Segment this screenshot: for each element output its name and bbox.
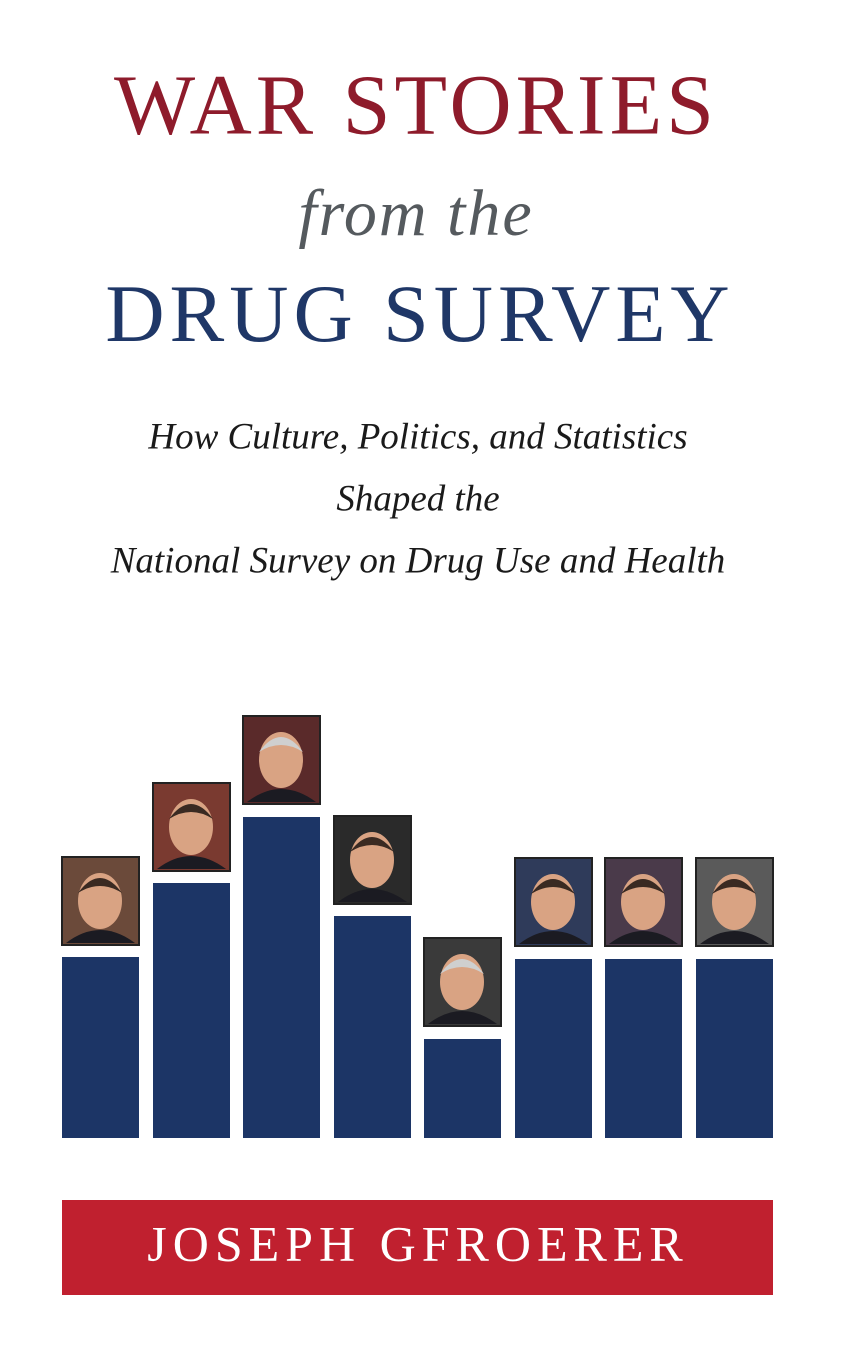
portrait-hair bbox=[259, 737, 303, 752]
portrait-hair bbox=[169, 804, 213, 819]
portrait-hair bbox=[621, 879, 665, 894]
bar bbox=[424, 1039, 501, 1138]
portrait-suit bbox=[338, 889, 407, 902]
title-line: DRUG SURVEY bbox=[105, 268, 734, 359]
author-name: JOSEPH GFROERER bbox=[147, 1215, 689, 1271]
portrait-suit bbox=[609, 931, 678, 944]
portrait-suit bbox=[428, 1011, 497, 1024]
portrait-suit bbox=[519, 931, 588, 944]
decorative-bars bbox=[62, 817, 773, 1138]
bar bbox=[515, 959, 592, 1138]
author-banner bbox=[62, 1200, 773, 1295]
portraits bbox=[61, 715, 774, 1027]
portrait-suit bbox=[247, 789, 316, 802]
portrait-suit bbox=[157, 856, 226, 869]
bar bbox=[696, 959, 773, 1138]
subtitle-line: How Culture, Politics, and Statistics bbox=[147, 416, 687, 457]
subtitle-line: Shaped the bbox=[336, 478, 499, 519]
portrait-hair bbox=[440, 959, 484, 974]
bar bbox=[605, 959, 682, 1138]
portrait-suit bbox=[700, 931, 769, 944]
portrait-hair bbox=[531, 879, 575, 894]
portrait-hair bbox=[712, 879, 756, 894]
title-line: from the bbox=[298, 177, 533, 250]
bar bbox=[62, 957, 139, 1138]
portrait-suit bbox=[66, 930, 135, 943]
portrait-hair bbox=[350, 837, 394, 852]
subtitle-line: National Survey on Drug Use and Health bbox=[110, 540, 726, 581]
bar bbox=[153, 883, 230, 1138]
portrait-hair bbox=[78, 878, 122, 893]
bar bbox=[243, 817, 320, 1138]
bar bbox=[334, 916, 411, 1138]
title-line: WAR STORIES bbox=[114, 57, 718, 153]
